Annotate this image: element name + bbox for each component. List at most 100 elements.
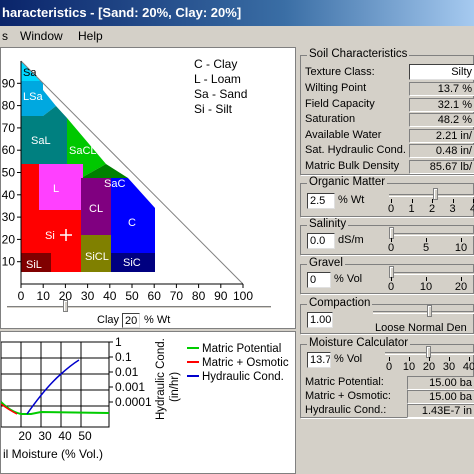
texture-triangle[interactable]: Sa LSa SaL SaCL SaC L CL C Si SiCL SiC S…: [1, 48, 295, 328]
label-sac: SaC: [104, 178, 125, 190]
salinity-tick: [391, 238, 392, 242]
clay-input[interactable]: 20: [122, 313, 140, 328]
organic-matter-tick-label: 4: [469, 203, 474, 215]
bottom-tick-label: 90: [214, 289, 228, 303]
moisture-calculator-tick-label: 20: [422, 361, 436, 373]
soil-row-value: 85.67 lb/: [409, 159, 474, 174]
gravel-tick: [461, 277, 462, 281]
moisture-calculator-input[interactable]: 13.7: [307, 352, 331, 368]
hydraulic-tick-label: 0.0001: [115, 395, 152, 409]
hydraulic-tick-label: 0.1: [115, 350, 132, 364]
texture-class-label: Texture Class:: [305, 66, 375, 78]
moisture-x-label: il Moisture (% Vol.): [3, 447, 103, 461]
soil-row-label: Available Water: [305, 128, 382, 141]
bottom-tick-label: 70: [170, 289, 184, 303]
organic-matter-tick: [411, 199, 413, 203]
soil-characteristics-title: Soil Characteristics: [307, 48, 410, 60]
clay-slider-thumb[interactable]: [63, 300, 68, 312]
salinity-slider-track[interactable]: [389, 233, 474, 236]
menu-bar: s Window Help: [0, 26, 474, 46]
label-cl: CL: [89, 203, 103, 215]
gravel-input[interactable]: 0: [307, 272, 331, 288]
organic-matter-slider-thumb[interactable]: [433, 188, 438, 200]
label-sicl: SiCL: [85, 251, 109, 263]
left-tick-label: 30: [2, 210, 16, 224]
compaction-slider-track[interactable]: [373, 311, 474, 314]
left-tick-label: 20: [2, 232, 16, 246]
window-title: haracteristics - [Sand: 20%, Clay: 20%]: [0, 0, 474, 26]
label-c: C: [128, 217, 136, 229]
menu-item-file[interactable]: s: [2, 29, 8, 43]
hydraulic-tick-label: 0.01: [115, 365, 139, 379]
left-tick-label: 50: [2, 166, 16, 180]
label-lsa: LSa: [23, 91, 43, 103]
salinity-tick: [461, 238, 462, 242]
compaction-slider-thumb[interactable]: [427, 305, 432, 317]
moisture-calculator-unit: % Vol: [334, 353, 363, 365]
gravel-tick: [391, 277, 392, 281]
soil-row-value: 13.7 %: [409, 82, 474, 96]
left-axis: 90 80 70 60 50 40 30 20 10: [2, 76, 21, 269]
organic-matter-title: Organic Matter: [307, 176, 388, 188]
legend-matric-osmotic: Matric + Osmotic: [202, 357, 289, 369]
gravel-title: Gravel: [307, 257, 345, 269]
organic-matter-input[interactable]: 2.5: [307, 193, 335, 209]
salinity-group: Salinity 0.0 dS/m 0 5 10: [300, 218, 474, 255]
bottom-tick-label: 40: [103, 289, 117, 303]
salinity-tick-label: 5: [422, 242, 430, 254]
soil-row-label: Wilting Point: [305, 82, 367, 94]
region-clay-loam: [81, 178, 111, 235]
left-tick-label: 80: [2, 99, 16, 113]
region-silt: [21, 253, 51, 272]
moisture-x-tick-label: 20: [18, 429, 32, 443]
region-loam: [39, 164, 83, 210]
moisture-calculator-tick: [429, 357, 430, 361]
moisture-calc-row-label: Matric Potential:: [305, 376, 384, 388]
legend-silt: Si - Silt: [194, 102, 233, 116]
moisture-legend: Matric Potential Matric + Osmotic Hydrau…: [187, 343, 289, 383]
moisture-calc-row-value: 1.43E-7 in: [407, 404, 474, 418]
soil-row-label: Matric Bulk Density: [305, 159, 400, 172]
clay-label: Clay: [97, 314, 120, 326]
moisture-calculator-tick-label: 40: [462, 361, 474, 373]
compaction-scale-label: Loose Normal Den: [375, 322, 467, 334]
organic-matter-tick-label: 1: [408, 203, 415, 215]
legend-hydraulic-cond: Hydraulic Cond.: [202, 371, 284, 383]
organic-matter-tick-label: 0: [387, 203, 395, 215]
gravel-tick: [426, 277, 427, 281]
current-sample-marker: [60, 229, 72, 241]
label-l: L: [53, 183, 59, 195]
soil-row-label: Saturation: [305, 113, 356, 125]
salinity-tick: [426, 238, 427, 242]
organic-matter-tick-label: 3: [449, 203, 456, 215]
gravel-group: Gravel 0 % Vol 0 10 20: [300, 257, 474, 294]
clay-slider-track[interactable]: [7, 306, 271, 309]
moisture-calculator-tick: [389, 357, 390, 361]
gravel-tick-label: 0: [387, 281, 395, 293]
hydraulic-axis-label-2: (in/hr): [169, 372, 181, 402]
organic-matter-slider-track[interactable]: [389, 194, 474, 197]
left-tick-label: 60: [2, 143, 16, 157]
salinity-input[interactable]: 0.0: [307, 233, 335, 249]
organic-matter-group: Organic Matter 2.5 % Wt 0 1 2 3 4: [300, 176, 474, 217]
salinity-title: Salinity: [307, 218, 349, 230]
moisture-calc-row-value: 15.00 ba: [407, 390, 474, 404]
legend-matric-potential: Matric Potential: [202, 343, 281, 355]
moisture-calc-row-label: Hydraulic Cond.:: [305, 404, 387, 416]
moisture-chart-panel: 20 30 40 50 1 0.1 0.01 0.001 0.0001 il Moisture…: [0, 331, 296, 474]
label-si: Si: [45, 230, 55, 242]
menu-item-help[interactable]: Help: [78, 29, 103, 43]
menu-item-window[interactable]: Window: [20, 29, 63, 43]
label-sil: SiL: [26, 259, 42, 271]
moisture-calculator-slider-thumb[interactable]: [426, 346, 431, 358]
compaction-input[interactable]: 1.00: [307, 312, 333, 328]
gravel-slider-track[interactable]: [389, 272, 474, 275]
moisture-calculator-tick: [409, 357, 410, 361]
region-silty-clay-loam: [81, 235, 111, 272]
organic-matter-tick-label: 2: [428, 203, 436, 215]
moisture-x-tick-label: 30: [38, 429, 52, 443]
bottom-tick-label: 30: [81, 289, 95, 303]
soil-row-value: 0.48 in/: [409, 144, 474, 158]
moisture-x-tick-label: 50: [78, 429, 92, 443]
